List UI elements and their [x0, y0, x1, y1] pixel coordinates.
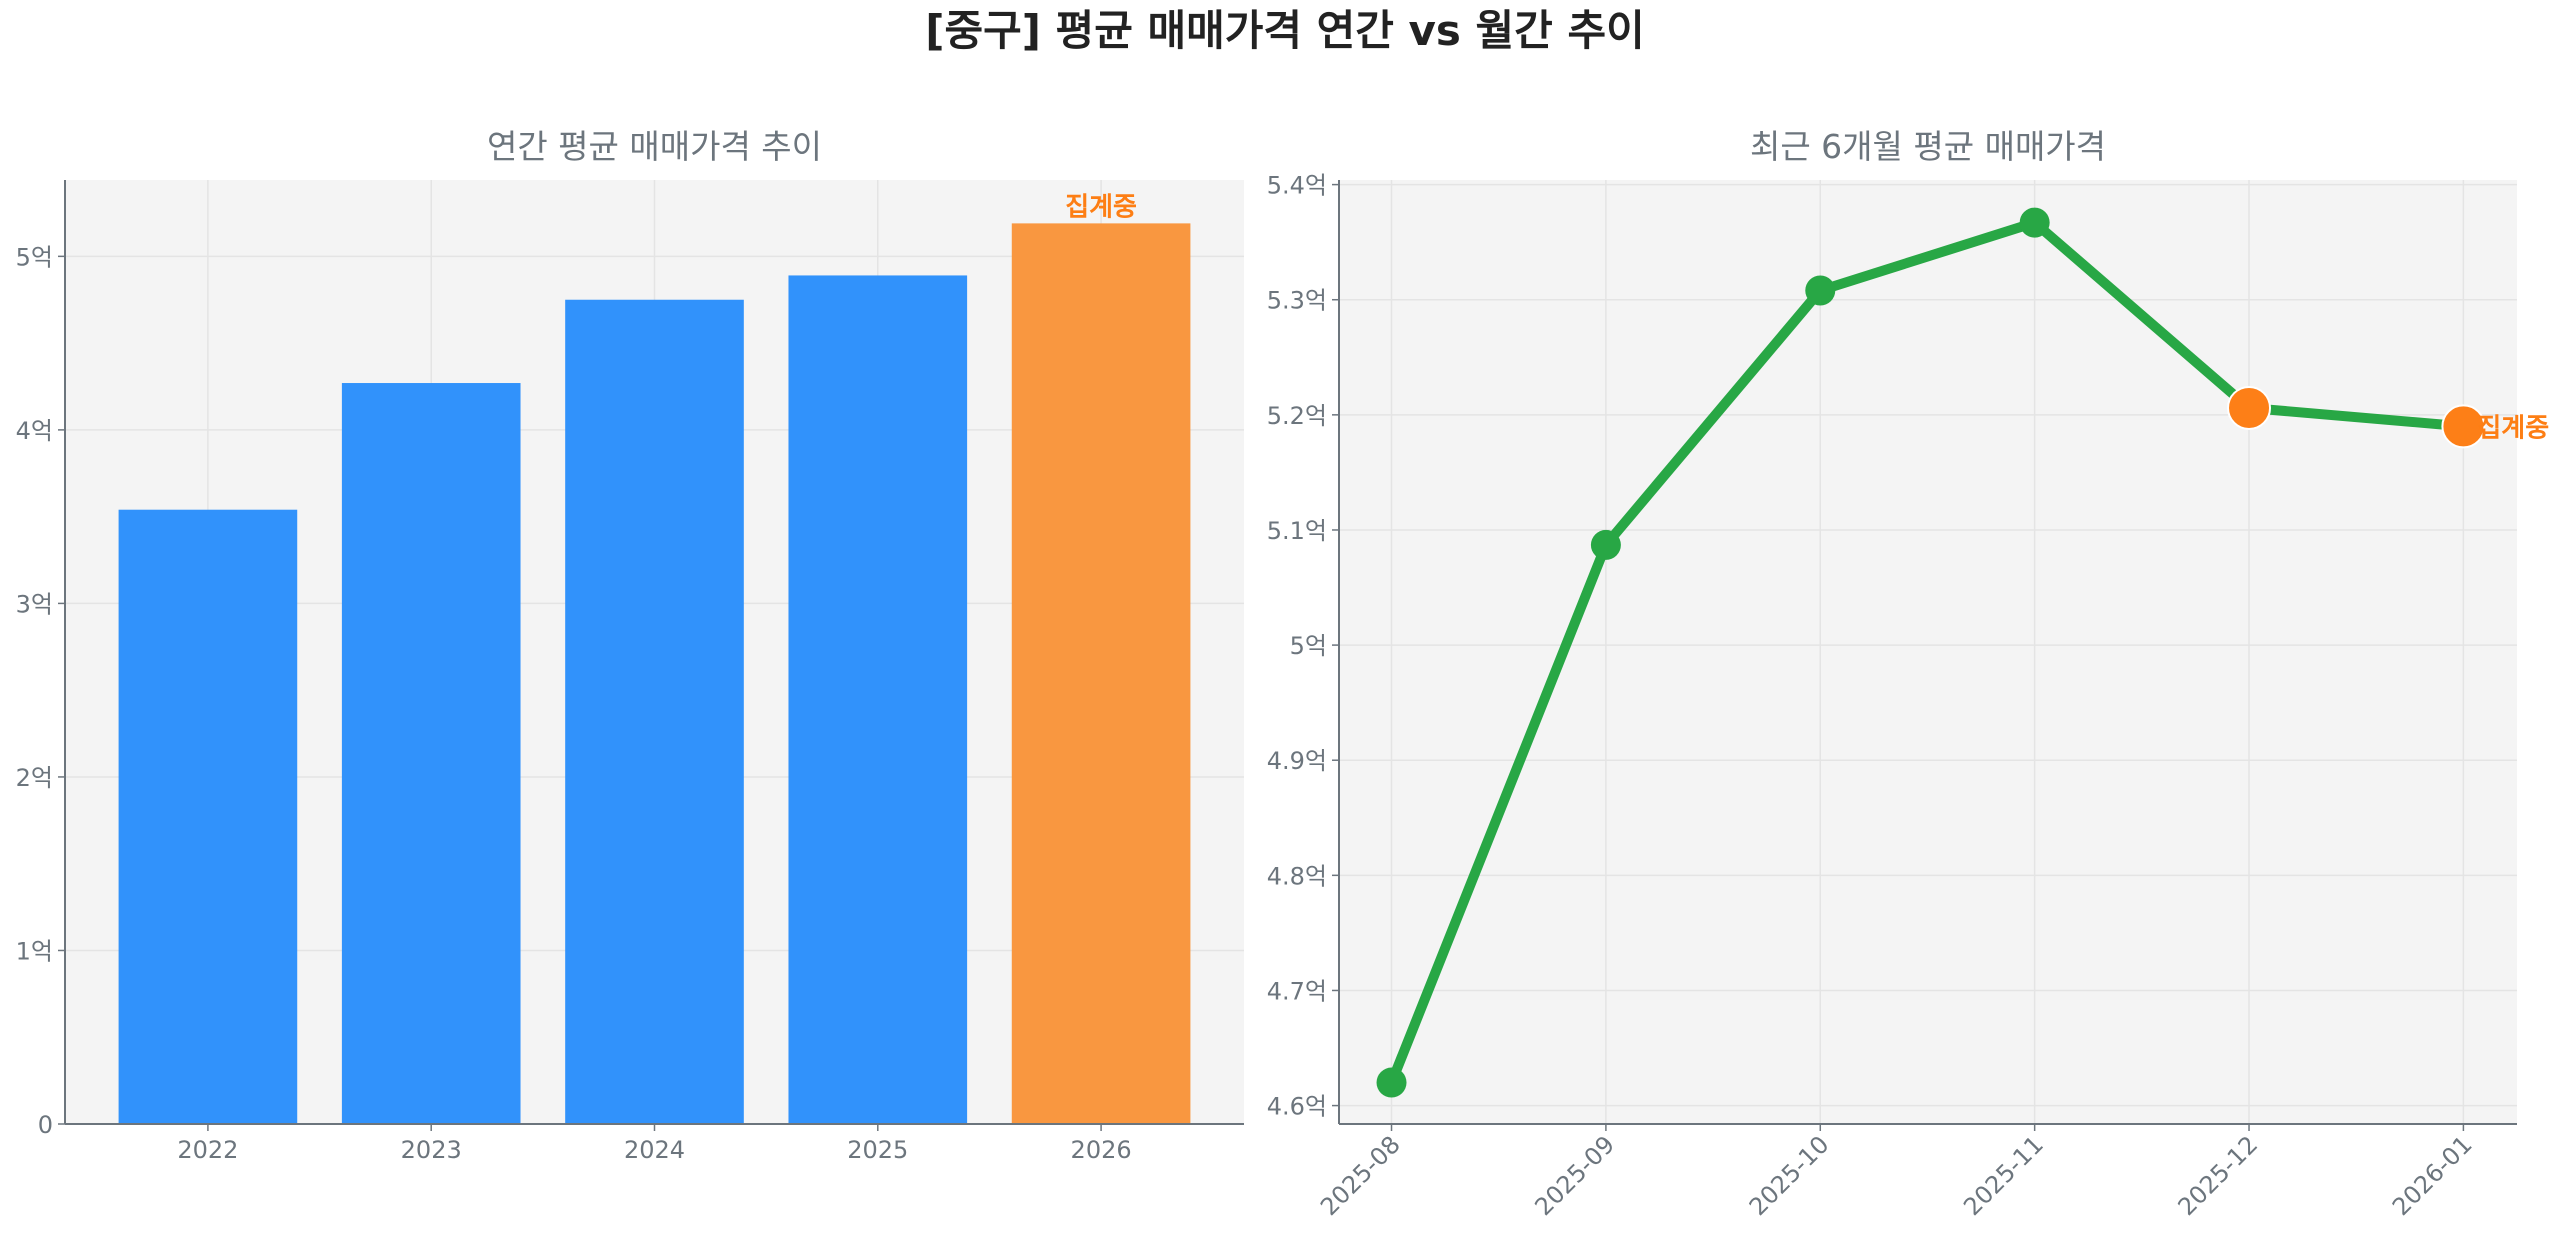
y-tick-label: 2억 — [16, 764, 53, 792]
y-tick-label: 0 — [38, 1111, 53, 1139]
point-annotation: 집계중 — [2477, 413, 2549, 443]
chart-title: 최근 6개월 평균 매매가격 — [1750, 127, 2106, 166]
data-point-2025-08 — [1376, 1067, 1407, 1098]
annual-bar-chart: 연간 평균 매매가격 추이 0 1억 2억 3억 4억 5억 2022 2023 2024 2025… — [16, 127, 1244, 1164]
data-point-2025-10 — [1805, 275, 1836, 306]
bar-2024 — [565, 299, 744, 1124]
x-tick-label: 2025-09 — [1529, 1130, 1620, 1221]
x-tick-label: 2024 — [624, 1136, 685, 1164]
plot-area — [1339, 180, 2517, 1124]
data-point-2026-01 — [2441, 404, 2486, 449]
y-tick-label: 3억 — [16, 590, 53, 618]
y-tick-label: 5.2억 — [1267, 402, 1327, 430]
y-tick-label: 5.3억 — [1267, 287, 1327, 315]
series-line — [1386, 217, 2464, 1085]
bar-2026 — [1011, 223, 1191, 1125]
x-tick-label: 2025-10 — [1744, 1130, 1835, 1221]
x-tick-label: 2025-08 — [1315, 1130, 1406, 1221]
monthly-line-chart: 최근 6개월 평균 매매가격 4.6억 4.7억 4.8억 4.9억 5억 5.1억 5.2억… — [1267, 127, 2549, 1221]
y-tick-label: 5억 — [1290, 632, 1327, 660]
bar-annotation: 집계중 — [1065, 192, 1137, 222]
data-point-2025-11 — [2019, 207, 2050, 238]
x-tick-label: 2025-12 — [2173, 1130, 2264, 1221]
y-tick-label: 4.7억 — [1267, 977, 1327, 1005]
y-tick-label: 4억 — [16, 417, 53, 445]
data-point-2025-09 — [1590, 529, 1621, 560]
y-tick-label: 4.6억 — [1267, 1093, 1327, 1121]
y-tick-label: 4.8억 — [1267, 862, 1327, 890]
figure-title: [중구] 평균 매매가격 연간 vs 월간 추이 — [925, 6, 1644, 55]
x-tick-label: 2026-01 — [2387, 1130, 2478, 1221]
y-tick-label: 5.4억 — [1267, 172, 1327, 200]
y-tick-label: 4.9억 — [1267, 747, 1327, 775]
y-tick-label: 5억 — [16, 243, 53, 271]
chart-title: 연간 평균 매매가격 추이 — [487, 127, 822, 166]
y-tick-label: 5.1억 — [1267, 517, 1327, 545]
x-tick-label: 2023 — [401, 1136, 462, 1164]
y-tick-label: 1억 — [16, 937, 53, 965]
x-tick-label: 2025-11 — [1958, 1130, 2049, 1221]
x-tick-label: 2026 — [1071, 1136, 1132, 1164]
bar-2025 — [788, 275, 968, 1124]
x-tick-label: 2025 — [847, 1136, 908, 1164]
data-point-2025-12 — [2227, 385, 2272, 430]
x-tick-label: 2022 — [177, 1136, 238, 1164]
bar-2022 — [118, 509, 298, 1124]
bar-2023 — [341, 383, 521, 1124]
